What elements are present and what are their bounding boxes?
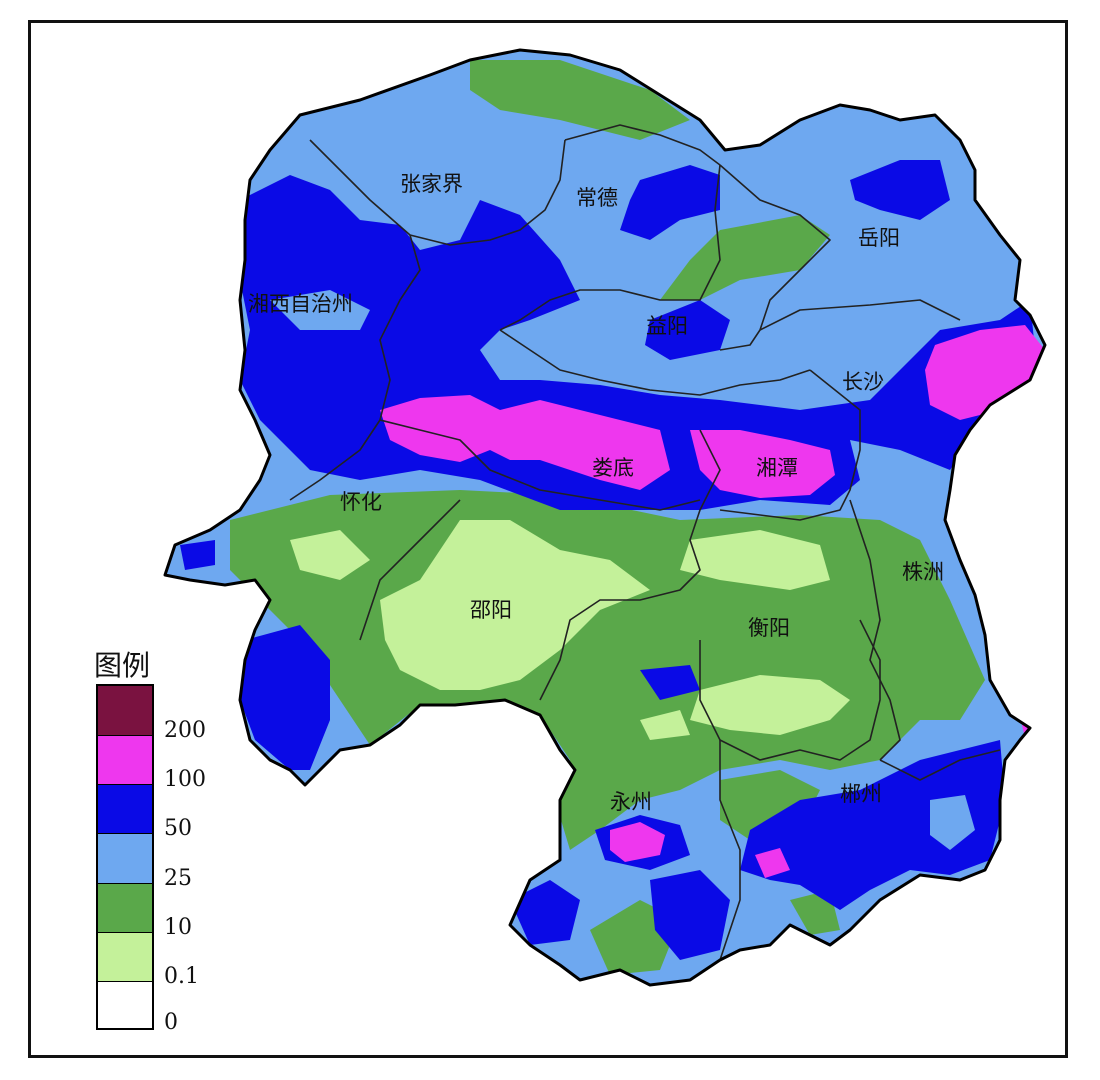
zone-50-100-south-2 [650,870,730,960]
zone-0.1-10-east [680,530,830,590]
province-outline [163,48,1047,987]
legend-label-0: 0 [164,1010,178,1035]
zone-0.1-10-west [290,530,370,580]
legend-label-200: 200 [164,718,206,743]
zone-50-100-chenzhou [740,740,1005,910]
zone-50-100-south [510,880,580,945]
zone-100-200-loudi [380,395,670,490]
city-label-changsha: 长沙 [842,370,884,394]
zone-0.1-10-small [640,710,690,740]
zone-10-25-north [470,60,690,140]
zone-50-100-hengyang [640,665,700,700]
zone-0.1-10-shaoyang [380,520,650,690]
city-label-xiangxi: 湘西自治州 [248,292,353,316]
legend-swatch-50 [98,785,152,834]
city-label-changde: 常德 [576,186,618,210]
city-label-zhangjiajie: 张家界 [400,172,463,196]
city-label-xiangtan: 湘潭 [756,456,798,480]
zone-50-100-yueyang [850,160,950,220]
zone-100-200-xiangtan [690,430,835,498]
prefecture-boundaries [289,124,1001,961]
city-label-hengyang: 衡阳 [748,616,790,640]
city-label-chenzhou: 郴州 [840,782,882,806]
zone-100-200-chenzhou [755,848,790,878]
zone-0.1-10-hengyang [690,675,850,735]
legend [96,684,154,1030]
city-label-shaoyang: 邵阳 [470,598,512,622]
legend-swatch-100 [98,736,152,785]
legend-label-25: 25 [164,866,192,891]
legend-swatch-25 [98,834,152,884]
legend-swatch-0 [98,982,152,1028]
zone-25-50-patch-2 [930,795,975,850]
legend-label-0.1: 0.1 [164,964,199,989]
legend-swatch-200 [98,686,152,736]
zone-50-100-yiyang [645,300,730,360]
city-label-yueyang: 岳阳 [858,226,900,250]
zone-25-50-patch-1 [270,290,370,330]
zone-50-100-changde [620,165,720,240]
zone-10-25-central-north [660,215,830,300]
legend-label-100: 100 [164,767,206,792]
city-label-zhuzhou: 株洲 [902,560,944,584]
city-label-huaihua: 怀化 [340,490,382,514]
legend-label-50: 50 [164,816,192,841]
legend-swatch-0.1 [98,933,152,982]
legend-swatch-10 [98,884,152,933]
city-label-yongzhou: 永州 [610,790,652,814]
legend-title: 图例 [94,649,151,682]
zone-50-100-west-small [180,540,215,570]
zone-100-200-yongzhou [610,822,665,862]
legend-label-10: 10 [164,915,192,940]
city-label-yiyang: 益阳 [646,314,688,338]
zone-50-100-west [240,625,330,770]
city-label-loudi: 娄底 [592,456,634,480]
